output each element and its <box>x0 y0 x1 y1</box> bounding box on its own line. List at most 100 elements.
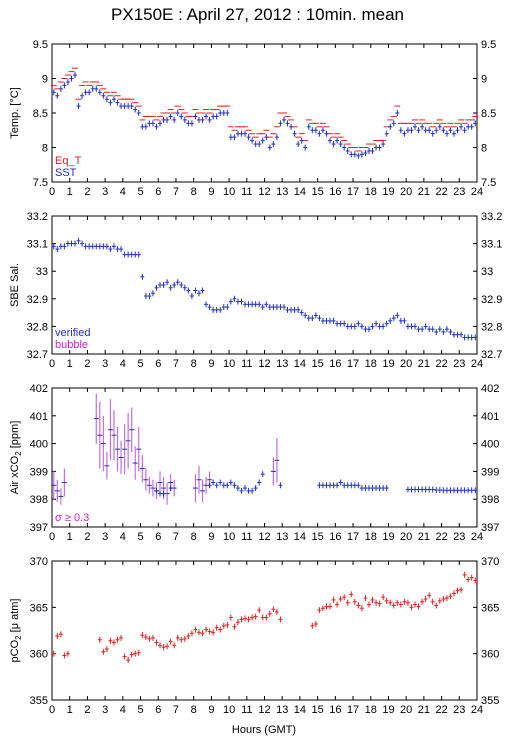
data-point <box>366 326 371 333</box>
data-point <box>296 141 301 148</box>
x-tick-label: 8 <box>191 186 197 198</box>
data-point <box>143 123 148 130</box>
data-point <box>430 326 435 333</box>
data-point <box>370 596 375 603</box>
data-point <box>207 482 212 489</box>
data-point <box>455 127 460 134</box>
y-tick-label-right: 7.5 <box>481 177 496 189</box>
x-tick-label: 22 <box>435 186 447 198</box>
data-point <box>218 479 223 486</box>
data-point <box>196 290 201 297</box>
y-tick-label-right: 365 <box>481 602 499 614</box>
x-tick-label: 6 <box>155 531 161 543</box>
data-point <box>338 479 343 486</box>
x-tick-label: 18 <box>365 186 377 198</box>
data-point <box>469 334 474 341</box>
y-tick-label-right: 401 <box>481 411 499 423</box>
data-point <box>462 571 467 578</box>
data-point <box>303 312 308 319</box>
x-tick-label: 16 <box>329 186 341 198</box>
x-tick-label: 21 <box>418 358 430 370</box>
data-point <box>182 116 187 123</box>
data-point <box>430 598 435 605</box>
data-point <box>427 486 432 493</box>
data-point <box>320 605 325 612</box>
data-point <box>409 604 414 611</box>
data-point <box>221 482 226 489</box>
data-point <box>317 607 322 614</box>
data-point <box>119 634 124 641</box>
data-point <box>257 301 262 308</box>
data-point <box>154 639 159 646</box>
data-point <box>448 328 453 335</box>
data-point <box>186 287 191 294</box>
data-point <box>292 130 297 137</box>
data-point <box>243 301 248 308</box>
data-point <box>459 123 464 130</box>
data-point <box>133 106 138 113</box>
data-point <box>235 485 240 492</box>
data-point <box>409 127 414 134</box>
data-point <box>374 320 379 327</box>
x-tick-label: 16 <box>329 531 341 543</box>
data-point <box>158 120 163 127</box>
data-point <box>253 301 258 308</box>
data-point <box>363 150 368 157</box>
panel-1: 0 1 2 3 4 5 6 7 8 9 10 11 12 13 14 15 16 17 18 19 20 21 22 23 24… <box>9 39 496 198</box>
legend-entry: SST <box>55 167 77 179</box>
data-point <box>62 82 67 89</box>
data-point <box>352 151 357 158</box>
x-tick-label: 3 <box>102 358 108 370</box>
plot-frame <box>51 215 478 355</box>
x-tick-label: 24 <box>471 358 483 370</box>
x-tick-label: 0 <box>49 531 55 543</box>
x-tick-label: 7 <box>173 358 179 370</box>
series-σ ≥ 0.3 <box>51 393 280 505</box>
data-point <box>186 633 191 640</box>
x-tick-label: 18 <box>365 531 377 543</box>
panel-3: 0 1 2 3 4 5 6 7 8 9 10 11 12 13 14 15 16 17 18 19 20 21 22 23 24… <box>9 383 499 543</box>
y-tick-label: 33 <box>36 266 48 278</box>
data-point <box>352 598 357 605</box>
data-point <box>391 602 396 609</box>
data-point <box>388 599 393 606</box>
y-tick-label: 355 <box>30 695 48 707</box>
data-point <box>139 454 145 483</box>
y-axis-label: pCO2 [μ atm] <box>9 599 23 663</box>
data-point <box>76 237 81 244</box>
data-point <box>342 594 347 601</box>
x-tick-label: 0 <box>49 186 55 198</box>
data-point <box>356 482 361 489</box>
data-point <box>420 326 425 333</box>
data-point <box>328 482 333 489</box>
data-point <box>58 488 64 505</box>
y-tick-label-right: 33.1 <box>481 239 502 251</box>
data-point <box>133 650 138 657</box>
data-point <box>239 298 244 305</box>
data-point <box>207 116 212 123</box>
data-point <box>221 110 226 116</box>
y-tick-label: 32.9 <box>27 294 48 306</box>
data-point <box>140 123 145 130</box>
data-point <box>338 320 343 327</box>
data-point <box>405 127 410 134</box>
data-point <box>427 127 432 134</box>
series-verified <box>51 237 478 341</box>
data-point <box>310 315 315 322</box>
data-point <box>317 315 322 322</box>
data-point <box>413 486 418 493</box>
data-point <box>320 482 325 489</box>
data-point <box>94 243 99 250</box>
legend-entry: Eq_T <box>55 155 82 167</box>
x-tick-label: 20 <box>400 531 412 543</box>
data-point <box>423 595 428 602</box>
data-point <box>324 317 329 324</box>
data-point <box>235 619 240 626</box>
data-point <box>83 89 88 96</box>
x-tick-label: 21 <box>418 186 430 198</box>
data-point <box>427 326 432 333</box>
y-tick-label: 370 <box>30 556 48 568</box>
data-point <box>104 243 109 250</box>
data-point <box>352 482 357 489</box>
